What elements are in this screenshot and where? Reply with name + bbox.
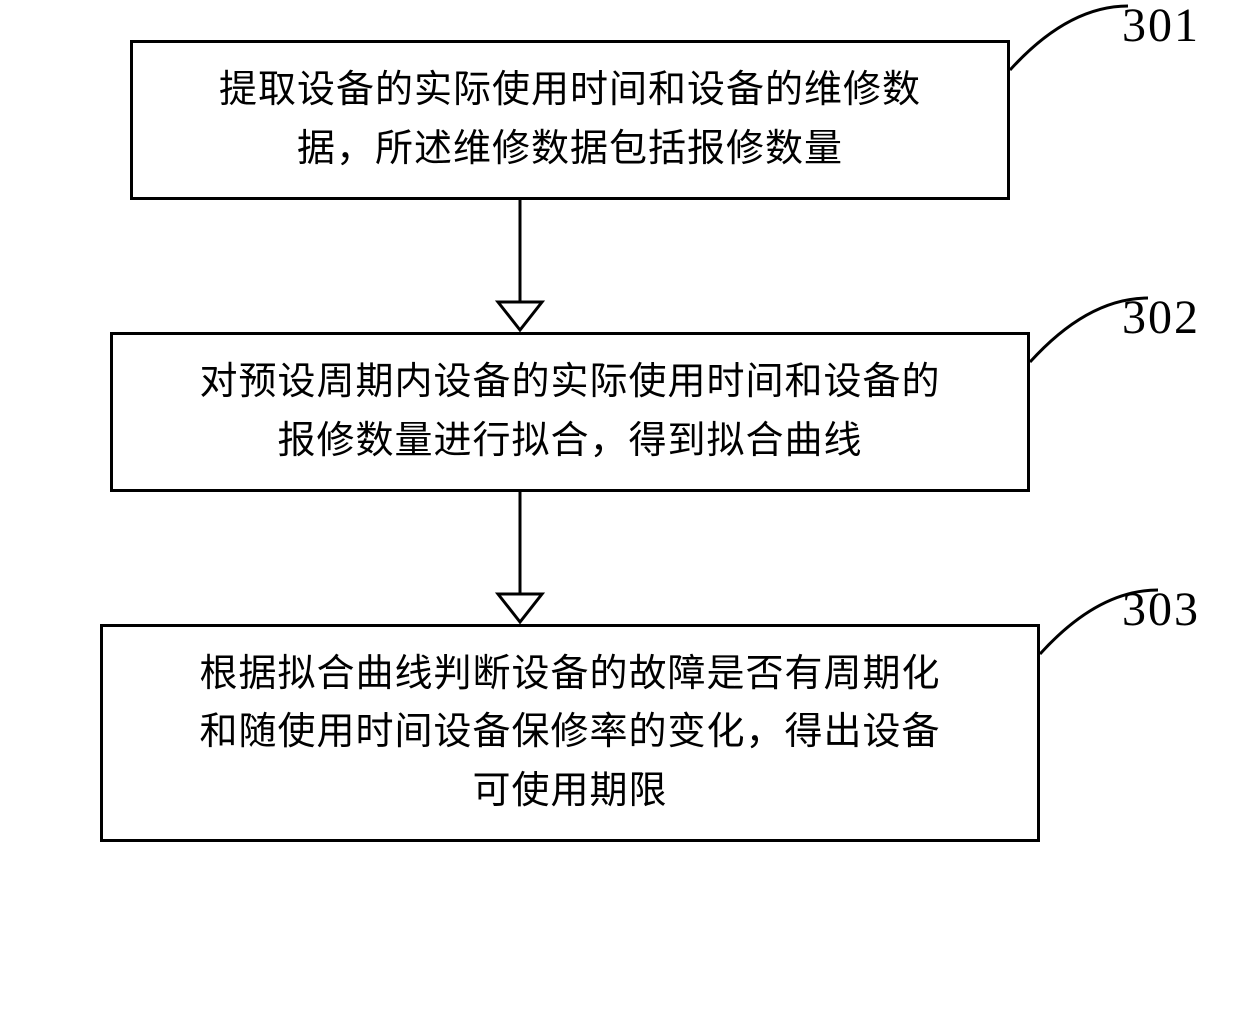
step-box-301: 提取设备的实际使用时间和设备的维修数 据，所述维修数据包括报修数量 [130, 40, 1010, 200]
arrow-302-303 [0, 492, 1090, 624]
step-302-line2: 报修数量进行拟合，得到拟合曲线 [277, 420, 862, 462]
step-302-line1: 对预设周期内设备的实际使用时间和设备的 [199, 361, 940, 403]
arrow-301-302 [0, 200, 1090, 332]
arrow-svg-2 [490, 492, 550, 624]
step-303-wrap: 根据拟合曲线判断设备的故障是否有周期化 和随使用时间设备保修率的变化，得出设备 … [50, 624, 1190, 843]
step-301-line2: 据，所述维修数据包括报修数量 [297, 128, 843, 170]
step-label-301: 301 [1122, 0, 1200, 53]
step-label-302: 302 [1122, 290, 1200, 345]
step-301-wrap: 提取设备的实际使用时间和设备的维修数 据，所述维修数据包括报修数量 301 [50, 40, 1190, 200]
step-label-303: 303 [1122, 582, 1200, 637]
step-301-line1: 提取设备的实际使用时间和设备的维修数 [219, 69, 921, 111]
flowchart-container: 提取设备的实际使用时间和设备的维修数 据，所述维修数据包括报修数量 301 对预… [50, 40, 1190, 842]
step-303-line1: 根据拟合曲线判断设备的故障是否有周期化 [199, 653, 940, 695]
step-303-line3: 可使用期限 [472, 770, 667, 812]
step-box-302: 对预设周期内设备的实际使用时间和设备的 报修数量进行拟合，得到拟合曲线 [110, 332, 1030, 492]
step-box-303: 根据拟合曲线判断设备的故障是否有周期化 和随使用时间设备保修率的变化，得出设备 … [100, 624, 1040, 843]
arrow-svg-1 [490, 200, 550, 332]
step-302-wrap: 对预设周期内设备的实际使用时间和设备的 报修数量进行拟合，得到拟合曲线 302 [50, 332, 1190, 492]
step-303-line2: 和随使用时间设备保修率的变化，得出设备 [199, 711, 940, 753]
